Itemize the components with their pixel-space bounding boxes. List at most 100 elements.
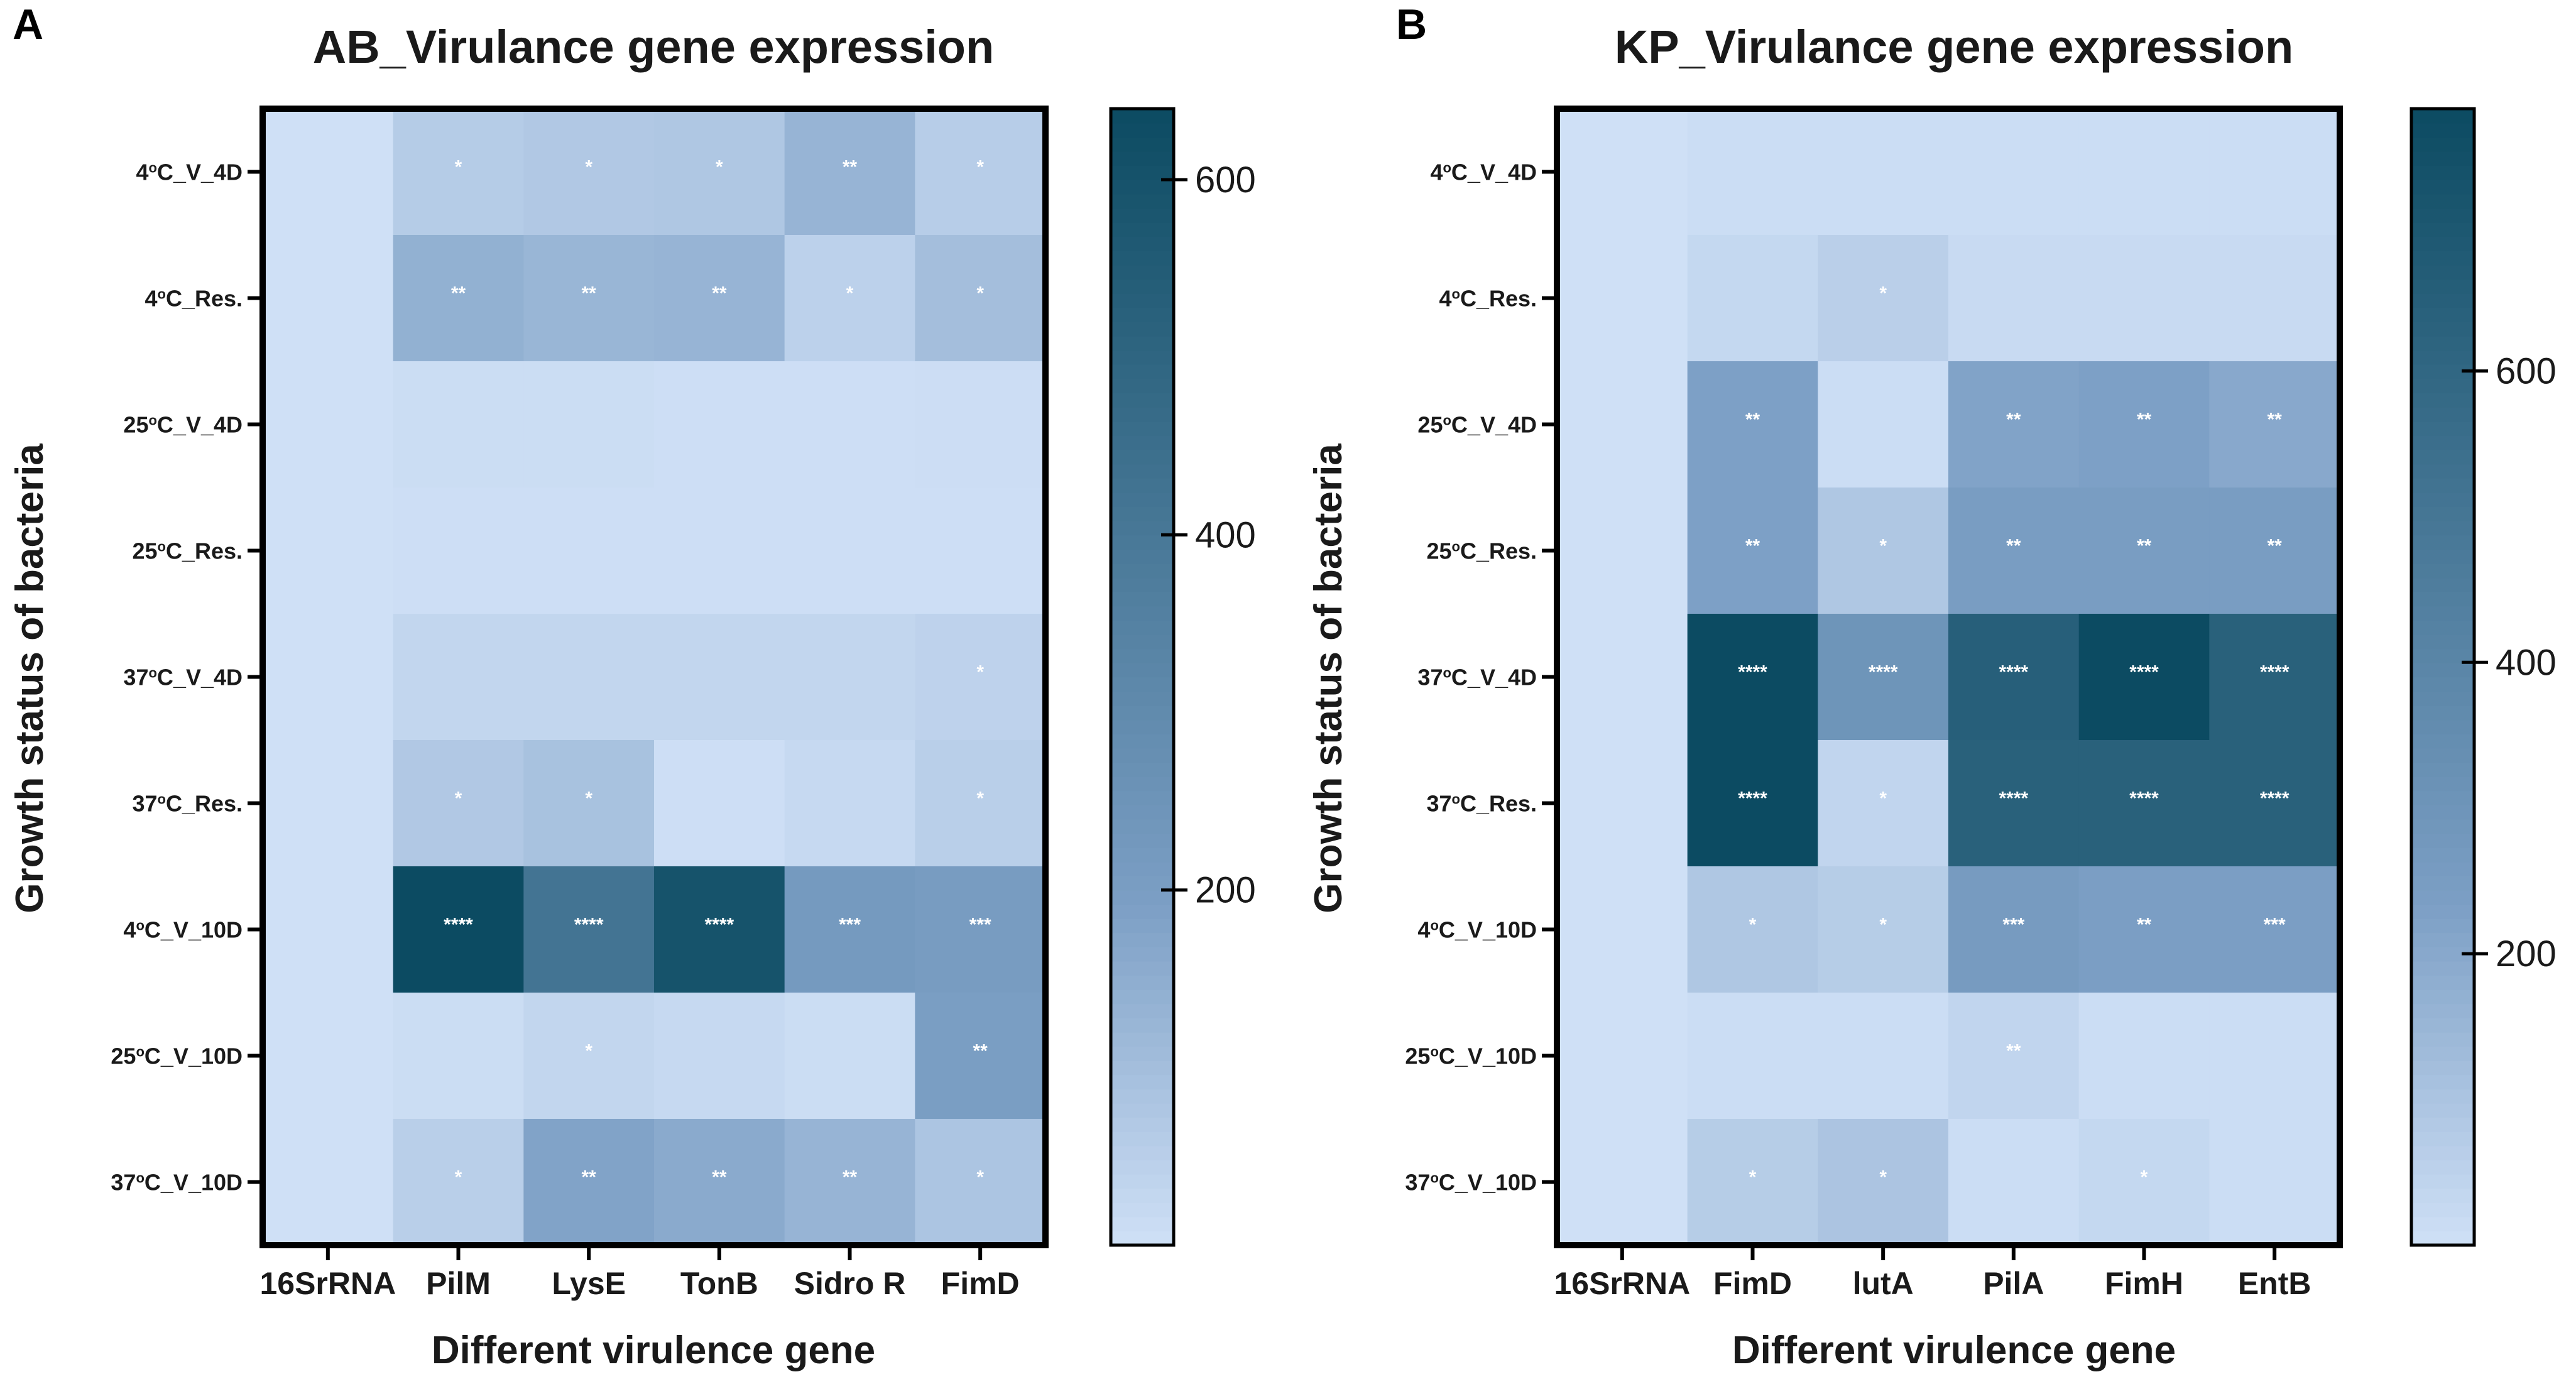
colorbar-segment — [1111, 748, 1174, 763]
heatmap-cell — [1948, 488, 2080, 614]
heatmap-cell — [1557, 740, 1688, 867]
significance-mark: * — [716, 157, 723, 178]
panel-a-plot-frame — [259, 106, 1049, 1248]
heatmap-cell — [915, 235, 1046, 362]
heatmap-cell — [2209, 488, 2340, 614]
colorbar-segment — [1111, 662, 1174, 678]
significance-mark: **** — [444, 915, 473, 935]
significance-mark: ** — [2006, 1041, 2021, 1062]
heatmap-cell — [1948, 866, 2080, 993]
heatmap-cell — [1948, 109, 2080, 236]
colorbar-segment — [2411, 535, 2474, 550]
column-tick-label: FimD — [1713, 1266, 1792, 1301]
row-tick-label: 37oC_V_10D — [1405, 1170, 1537, 1196]
colorbar-segment — [1111, 350, 1174, 365]
colorbar-segment — [1111, 251, 1174, 266]
colorbar-segment — [1111, 1145, 1174, 1161]
colorbar-segment — [2411, 548, 2474, 564]
colorbar-segment — [1111, 1074, 1174, 1090]
significance-mark: ** — [973, 1041, 988, 1062]
panel-a-significance-marks: * * * ** *** ** ** * *** * ***** **** **** *** **** ***… — [444, 157, 991, 1188]
heatmap-cell — [1818, 361, 1949, 488]
colorbar-segment — [2411, 762, 2474, 777]
significance-mark: ** — [2267, 410, 2282, 430]
heatmap-cell — [1818, 1119, 1949, 1246]
heatmap-cell — [523, 614, 655, 741]
colorbar-segment — [2411, 1160, 2474, 1175]
heatmap-cell — [1687, 235, 1818, 362]
colorbar-segment — [2411, 904, 2474, 919]
colorbar-segment — [1111, 577, 1174, 592]
colorbar-segment — [2411, 1131, 2474, 1147]
colorbar-segment — [2411, 435, 2474, 450]
heatmap-cell — [784, 740, 915, 867]
heatmap-cell — [263, 614, 394, 741]
heatmap-cell — [2209, 361, 2340, 488]
heatmap-cell — [654, 235, 785, 362]
row-tick-label: 37oC_V_4D — [123, 665, 243, 690]
colorbar-segment — [2411, 606, 2474, 621]
heatmap-cell — [393, 1119, 524, 1246]
colorbar-segment — [2411, 307, 2474, 322]
colorbar-segment — [2411, 790, 2474, 805]
colorbar-segment — [2411, 776, 2474, 792]
heatmap-cell — [1818, 235, 1949, 362]
heatmap-cell — [915, 1119, 1046, 1246]
colorbar-segment — [2411, 1202, 2474, 1217]
significance-mark: ** — [451, 283, 466, 304]
heatmap-cell — [1818, 866, 1949, 993]
colorbar-segment — [2411, 620, 2474, 635]
heatmap-cell — [1948, 614, 2080, 741]
heatmap-cell — [1948, 740, 2080, 867]
significance-mark: * — [2141, 1167, 2148, 1188]
heatmap-cell — [393, 740, 524, 867]
colorbar-segment — [1111, 677, 1174, 692]
colorbar-segment — [2411, 1145, 2474, 1161]
colorbar-segment — [2411, 1060, 2474, 1076]
heatmap-cell — [2078, 866, 2210, 993]
colorbar-segment — [2411, 918, 2474, 934]
colorbar-segment — [1111, 847, 1174, 863]
significance-mark: * — [976, 1167, 984, 1188]
panel-a-colorbar: 200 400 600 — [1109, 107, 1256, 1247]
colorbar-segment — [1111, 378, 1174, 394]
significance-mark: * — [1749, 915, 1757, 935]
heatmap-cell — [654, 740, 785, 867]
colorbar-segment — [2411, 293, 2474, 308]
colorbar-segment — [1111, 322, 1174, 337]
heatmap-cell — [393, 866, 524, 993]
significance-mark: * — [1879, 915, 1887, 935]
significance-mark: ** — [2137, 536, 2152, 557]
row-tick-label: 4oC_Res. — [1439, 286, 1537, 312]
heatmap-cell — [2078, 235, 2210, 362]
heatmap-cell — [784, 488, 915, 614]
significance-mark: **** — [2129, 662, 2159, 683]
panel-letter-b: B — [1396, 1, 1427, 48]
colorbar-segment — [2411, 123, 2474, 138]
heatmap-cell — [915, 488, 1046, 614]
column-tick-label: 16SrRNA — [1554, 1266, 1690, 1301]
colorbar-segment — [2411, 236, 2474, 251]
column-tick-label: PilA — [1983, 1266, 2044, 1301]
colorbar-segment — [1111, 548, 1174, 564]
column-tick-label: EntB — [2238, 1266, 2311, 1301]
panel-a-title: AB_Virulance gene expression — [313, 21, 994, 73]
row-tick-label: 37oC_V_4D — [1417, 665, 1537, 690]
colorbar-segment — [2411, 406, 2474, 422]
heatmap-cell — [2209, 109, 2340, 236]
significance-mark: * — [455, 788, 462, 809]
colorbar-tick-label: 600 — [1195, 160, 1256, 200]
colorbar-segment — [1111, 1174, 1174, 1189]
colorbar-segment — [2411, 1032, 2474, 1047]
colorbar-segment — [1111, 961, 1174, 976]
significance-mark: * — [585, 1041, 592, 1062]
colorbar-tick-label: 400 — [1195, 515, 1256, 555]
colorbar-segment — [1111, 151, 1174, 166]
colorbar-segment — [1111, 762, 1174, 777]
heatmap-cell — [263, 866, 394, 993]
heatmap-cell — [1948, 361, 2080, 488]
colorbar-segment — [2411, 1018, 2474, 1033]
colorbar-segment — [2411, 805, 2474, 820]
heatmap-cell — [1687, 1119, 1818, 1246]
heatmap-cell — [784, 866, 915, 993]
